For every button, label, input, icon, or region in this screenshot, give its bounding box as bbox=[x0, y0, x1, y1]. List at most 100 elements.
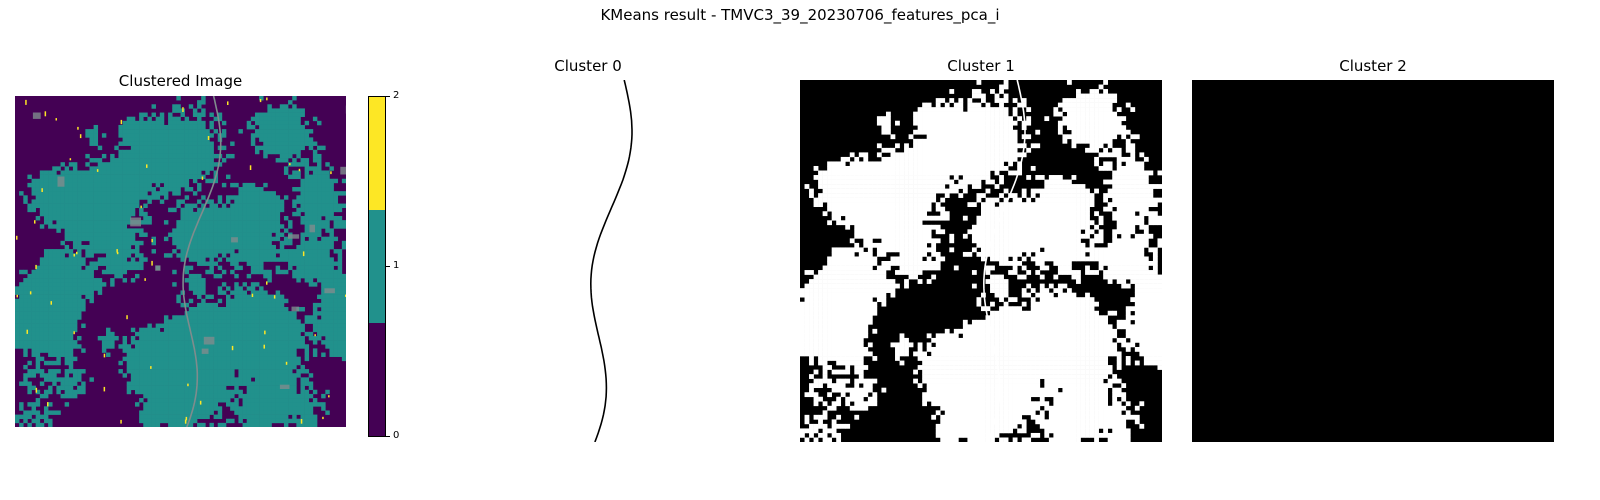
pixel-block bbox=[234, 364, 239, 370]
pixel-block bbox=[254, 145, 260, 151]
pixel-block bbox=[180, 335, 185, 341]
pixel-block bbox=[122, 236, 128, 242]
pixel-block bbox=[72, 199, 78, 204]
pixel-block bbox=[52, 307, 57, 312]
pixel-block bbox=[483, 84, 489, 90]
pixel-block bbox=[275, 133, 281, 138]
pixel-block bbox=[279, 402, 285, 407]
pixel-block bbox=[308, 385, 314, 391]
pixel-block bbox=[122, 195, 128, 200]
pixel-block bbox=[279, 323, 285, 328]
pixel-block bbox=[304, 162, 310, 167]
pixel-block bbox=[188, 170, 194, 175]
pixel-block bbox=[184, 178, 190, 184]
pixel-block bbox=[492, 80, 498, 85]
pixel-block bbox=[296, 340, 301, 345]
pixel-block bbox=[217, 385, 223, 391]
pixel-block bbox=[425, 161, 430, 167]
pixel-block bbox=[226, 286, 231, 291]
pixel-block bbox=[226, 381, 231, 386]
pixel-block bbox=[180, 377, 185, 382]
pixel-block bbox=[201, 402, 206, 407]
pixel-block bbox=[176, 335, 181, 341]
pixel-block bbox=[209, 215, 214, 221]
pixel-block bbox=[511, 125, 516, 131]
pixel-block bbox=[85, 265, 90, 271]
pixel-block bbox=[728, 84, 734, 90]
pixel-block bbox=[230, 352, 235, 357]
pixel-block bbox=[746, 89, 752, 94]
pixel-block bbox=[646, 125, 652, 131]
pixel-block bbox=[101, 174, 107, 180]
grey-patch bbox=[32, 112, 41, 119]
pixel-block bbox=[184, 207, 190, 213]
pixel-block bbox=[304, 319, 310, 324]
pixel-block bbox=[93, 278, 99, 283]
pixel-block bbox=[560, 98, 566, 103]
pixel-block bbox=[238, 232, 243, 237]
pixel-block bbox=[321, 211, 326, 217]
pixel-block bbox=[197, 369, 202, 374]
pixel-block bbox=[452, 120, 458, 126]
pixel-block bbox=[655, 80, 661, 85]
pixel-block bbox=[126, 215, 132, 221]
pixel-block bbox=[176, 104, 181, 109]
pixel-block bbox=[474, 134, 480, 140]
pixel-block bbox=[341, 278, 346, 283]
pixel-block bbox=[242, 311, 247, 316]
pixel-block bbox=[434, 120, 439, 126]
pixel-block bbox=[300, 385, 305, 391]
pixel-block bbox=[234, 244, 239, 250]
pixel-block bbox=[230, 302, 235, 308]
pixel-block bbox=[633, 138, 639, 144]
pixel-block bbox=[209, 112, 214, 117]
pixel-block bbox=[556, 175, 562, 180]
pixel-block bbox=[288, 319, 293, 324]
pixel-block bbox=[254, 311, 260, 316]
pixel-block bbox=[300, 265, 305, 271]
pixel-block bbox=[118, 187, 123, 192]
pixel-block bbox=[474, 138, 480, 144]
pixel-block bbox=[176, 162, 181, 167]
pixel-block bbox=[205, 369, 210, 374]
cluster-2-speck bbox=[184, 419, 187, 424]
pixel-block bbox=[180, 232, 185, 237]
pixel-block bbox=[267, 298, 272, 304]
pixel-block bbox=[683, 80, 688, 85]
pixel-block bbox=[560, 197, 566, 203]
pixel-block bbox=[292, 410, 297, 415]
pixel-block bbox=[246, 182, 252, 188]
pixel-block bbox=[317, 323, 322, 328]
pixel-block bbox=[732, 80, 738, 85]
pixel-block bbox=[624, 156, 630, 162]
pixel-block bbox=[188, 315, 194, 320]
pixel-block bbox=[184, 369, 190, 374]
pixel-block bbox=[259, 315, 264, 320]
pixel-block bbox=[176, 298, 181, 304]
pixel-block bbox=[271, 149, 276, 155]
pixel-block bbox=[110, 282, 115, 287]
pixel-block bbox=[447, 143, 453, 149]
pixel-block bbox=[416, 161, 421, 167]
pixel-block bbox=[275, 340, 281, 345]
pixel-block bbox=[660, 116, 666, 122]
pixel-block bbox=[267, 344, 272, 349]
pixel-block bbox=[89, 195, 94, 200]
pixel-block bbox=[184, 215, 190, 221]
pixel-block bbox=[683, 165, 688, 171]
pixel-block bbox=[72, 327, 78, 333]
pixel-block bbox=[242, 294, 247, 300]
pixel-block bbox=[122, 220, 128, 225]
pixel-block bbox=[209, 319, 214, 324]
pixel-block bbox=[341, 335, 346, 341]
pixel-block bbox=[425, 80, 430, 85]
pixel-block bbox=[143, 166, 148, 171]
pixel-block bbox=[461, 84, 467, 90]
pixel-block bbox=[411, 102, 417, 108]
pixel-block bbox=[329, 265, 334, 271]
pixel-block bbox=[492, 134, 498, 140]
pixel-block bbox=[624, 111, 630, 117]
pixel-block bbox=[250, 253, 256, 258]
pixel-block bbox=[333, 273, 339, 279]
pixel-block bbox=[275, 116, 281, 122]
